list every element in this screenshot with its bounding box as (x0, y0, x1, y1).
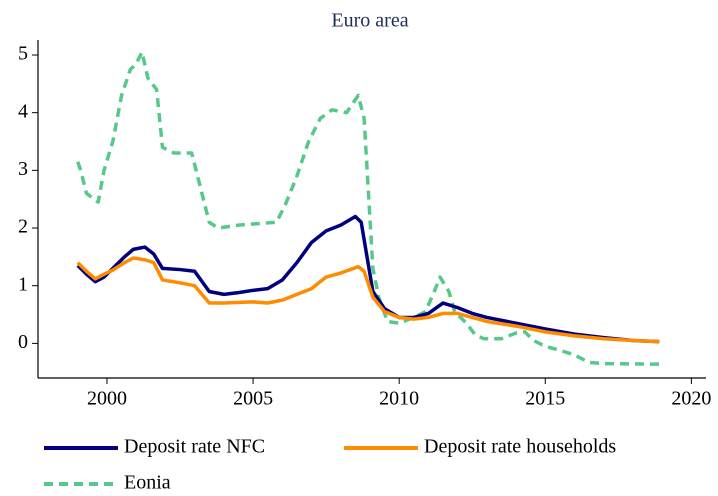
x-tick-label: 2015 (525, 388, 565, 410)
series-line (76, 214, 660, 344)
y-tick-label: 2 (18, 216, 28, 238)
x-tick-label: 2005 (233, 388, 273, 410)
x-tick-label: 2020 (671, 388, 711, 410)
y-tick-label: 5 (18, 43, 28, 65)
series-line (76, 50, 660, 366)
y-tick-label: 3 (18, 158, 28, 180)
legend-label: Deposit rate NFC (124, 436, 265, 458)
legend-label: Eonia (124, 472, 171, 494)
y-tick-label: 4 (18, 100, 28, 122)
x-tick-label: 2010 (379, 388, 419, 410)
legend-label: Deposit rate households (424, 436, 616, 458)
y-tick-label: 1 (18, 273, 28, 295)
chart-title: Euro area (331, 10, 408, 32)
y-tick-label: 0 (18, 331, 28, 353)
series-line (76, 256, 660, 344)
x-tick-label: 2000 (87, 388, 127, 410)
